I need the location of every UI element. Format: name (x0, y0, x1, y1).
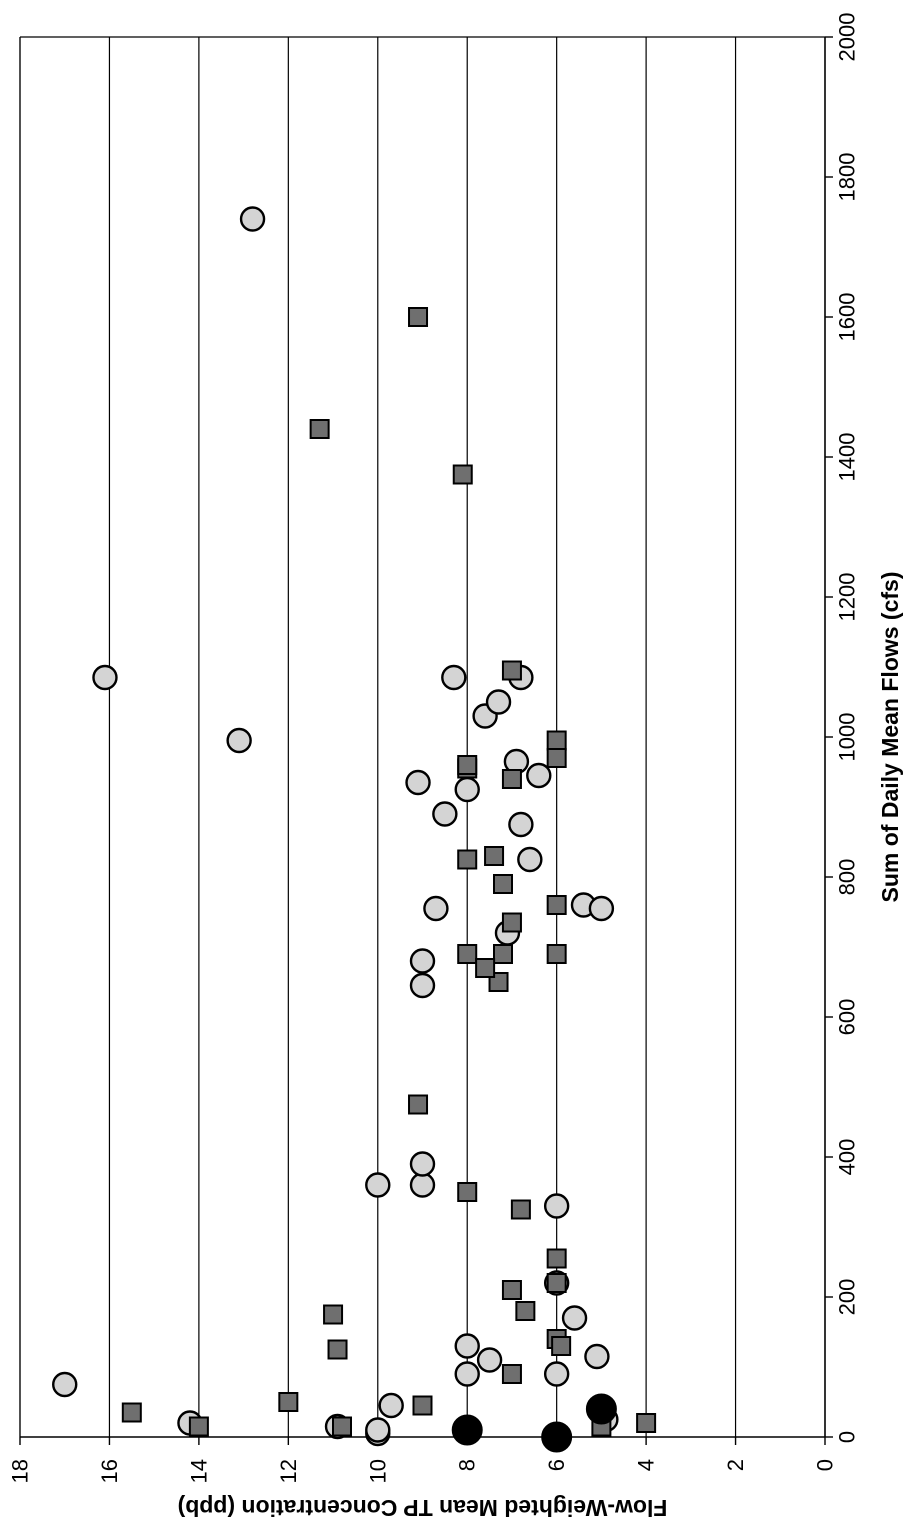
square-point (546, 1248, 567, 1269)
square-point (515, 1301, 536, 1321)
circle-point (584, 1343, 610, 1370)
y-tick-label: 2 (723, 1459, 748, 1471)
circle-point (508, 811, 534, 838)
y-tick-label: 18 (8, 1459, 33, 1483)
circle-point (409, 1172, 436, 1198)
square-point (323, 1304, 344, 1325)
circle-point (365, 1172, 391, 1198)
square-point (501, 1280, 522, 1300)
x-tick-label: 1600 (835, 293, 860, 342)
circle-point (432, 801, 458, 827)
square-point (493, 944, 513, 964)
y-tick-label: 12 (276, 1459, 301, 1483)
circle-point (543, 1361, 570, 1387)
square-point (408, 1094, 429, 1115)
circle-point (409, 1151, 436, 1177)
square-point (457, 1182, 478, 1202)
x-tick-label: 0 (835, 1431, 860, 1443)
square-point (188, 1416, 209, 1437)
square-point (309, 419, 330, 439)
circle-point (409, 972, 436, 999)
square-point (493, 874, 513, 894)
circle-point (526, 762, 552, 789)
square-point (546, 944, 567, 964)
y-tick-label: 4 (634, 1459, 659, 1471)
circle-point (454, 1333, 480, 1359)
x-tick-label: 600 (835, 999, 860, 1036)
x-tick-label: 200 (835, 1279, 860, 1316)
square-point (452, 464, 473, 485)
square-point (121, 1402, 142, 1423)
y-tick-labels: 0 2 4 6 8 10 12 14 16 18 (8, 1459, 838, 1483)
circle-point (378, 1392, 404, 1419)
circle-point (92, 664, 118, 691)
square-point (510, 1199, 531, 1220)
circle-point (543, 1193, 570, 1219)
square-point (475, 958, 496, 978)
x-tick-label: 2000 (835, 13, 860, 62)
square-point (457, 755, 478, 775)
circle-point (441, 664, 467, 691)
axes (19, 36, 833, 1445)
x-tick-label: 400 (835, 1139, 860, 1176)
square-point (546, 748, 567, 768)
x-tick-label: 1800 (835, 153, 860, 202)
circle-point (588, 895, 615, 922)
circle-point (454, 776, 480, 803)
circle-point (423, 895, 449, 922)
y-tick-label: 14 (186, 1459, 211, 1483)
circle-point (405, 769, 431, 796)
square-point (408, 307, 429, 327)
square-point (546, 730, 567, 751)
square-point (501, 912, 522, 933)
x-tick-label: 1200 (835, 573, 860, 622)
large-dot-point (451, 1414, 483, 1446)
square-point (501, 660, 522, 681)
square-point (501, 769, 522, 789)
circle-point (365, 1417, 391, 1443)
circle-point (517, 846, 543, 873)
circle-point (561, 1305, 588, 1331)
square-point (546, 895, 567, 915)
square-point (636, 1413, 657, 1433)
square-point (332, 1416, 352, 1437)
circle-point (409, 948, 436, 974)
y-tick-label: 10 (365, 1459, 390, 1483)
circle-point (52, 1371, 78, 1398)
x-axis-title: Sum of Daily Mean Flows (cfs) (877, 572, 903, 903)
y-tick-label: 8 (455, 1459, 480, 1471)
y-axis-title: Flow-Weighted Mean TP Concentration (ppb… (178, 1495, 668, 1521)
square-point (501, 1364, 522, 1384)
x-tick-label: 800 (835, 859, 860, 896)
square-point (327, 1339, 348, 1360)
data-points (52, 206, 657, 1453)
circle-point (226, 727, 252, 754)
y-tick-label: 16 (97, 1459, 122, 1483)
circle-point (239, 206, 266, 232)
circle-point (454, 1361, 480, 1387)
x-tick-label: 1400 (835, 433, 860, 482)
circle-point (476, 1347, 503, 1373)
square-point (484, 846, 505, 866)
x-tick-labels: 0 200 400 600 800 1000 1200 1400 1600 1800 2000 (835, 13, 860, 1444)
square-point (412, 1395, 433, 1416)
circle-point (485, 689, 512, 715)
square-point (551, 1336, 572, 1356)
square-point (546, 1273, 567, 1293)
large-dot-point (585, 1393, 617, 1425)
square-point (278, 1392, 299, 1412)
x-tick-label: 1000 (835, 713, 860, 762)
square-point (457, 944, 478, 964)
large-dot-point (541, 1421, 573, 1453)
y-tick-label: 6 (544, 1459, 569, 1471)
square-point (457, 849, 478, 870)
y-tick-label: 0 (813, 1459, 838, 1471)
